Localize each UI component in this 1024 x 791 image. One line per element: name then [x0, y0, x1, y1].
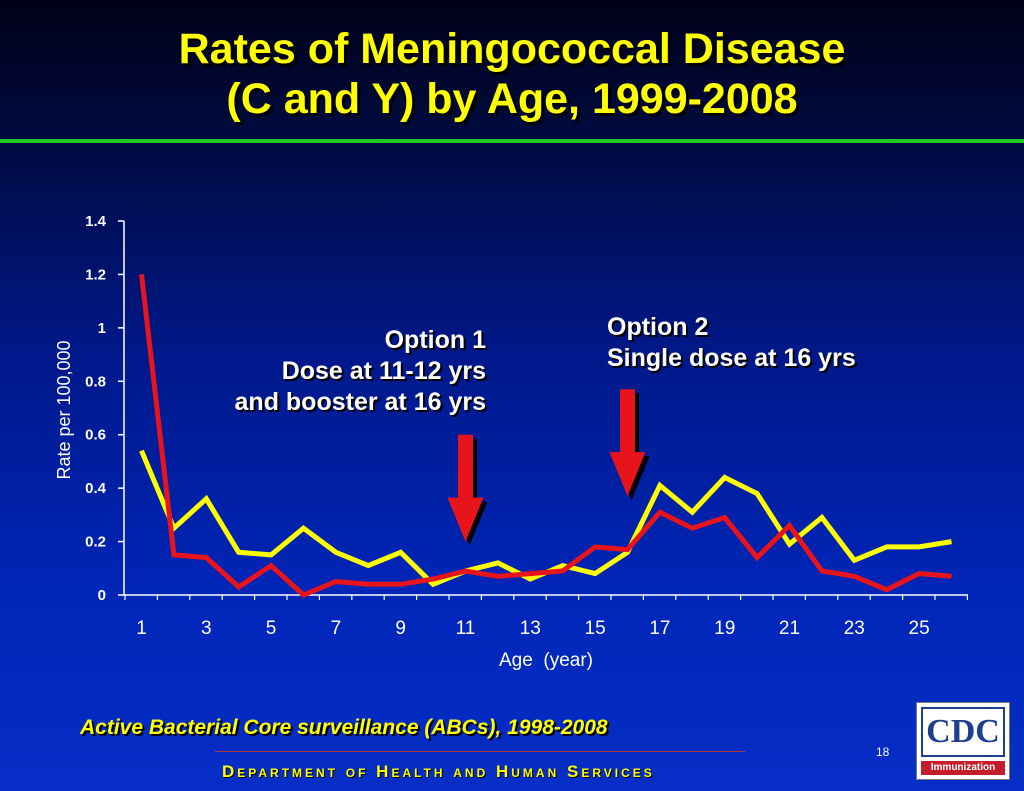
immunization-banner: Immunization — [921, 761, 1005, 775]
slide-title: Rates of Meningococcal Disease (C and Y)… — [0, 24, 1024, 124]
y-tick-label: 1.4 — [85, 213, 107, 230]
chart-axes — [118, 220, 969, 600]
annotation-arrows — [447, 389, 650, 546]
y-tick-label: 1.2 — [85, 266, 106, 283]
footer-rule — [215, 751, 745, 752]
source-note: Active Bacterial Core surveillance (ABCs… — [80, 716, 608, 739]
cdc-logo-text: CDC — [926, 713, 1000, 750]
x-tick-label: 17 — [649, 618, 670, 639]
y-tick-labels: 0 0.2 0.4 0.6 0.8 1 1.2 1.4 — [85, 213, 107, 604]
x-tick-labels: 1 3 5 7 9 11 13 15 17 19 21 23 25 — [136, 618, 929, 639]
y-tick-label: 0.6 — [85, 427, 106, 444]
y-tick-label: 0.2 — [85, 534, 106, 551]
x-tick-label: 21 — [779, 618, 800, 639]
x-tick-label: 15 — [585, 618, 606, 639]
option-1-annotation: Option 1 Dose at 11-12 yrs and booster a… — [235, 325, 486, 418]
y-axis-title: Rate per 100,000 — [54, 340, 74, 479]
department-name: Department of Health and Human Services — [222, 762, 655, 781]
option-2-annotation: Option 2 Single dose at 16 yrs — [607, 312, 856, 374]
option-2-detail: Single dose at 16 yrs — [607, 344, 856, 372]
title-divider — [0, 139, 1024, 143]
y-tick-label: 0.8 — [85, 373, 106, 390]
x-tick-label: 1 — [136, 618, 147, 639]
y-tick-label: 1 — [98, 320, 106, 337]
series-line-yellow — [139, 449, 952, 588]
page-number: 18 — [876, 745, 890, 759]
x-tick-label: 9 — [395, 618, 406, 639]
y-tick-label: 0.4 — [85, 480, 107, 497]
option-2-arrow — [609, 389, 646, 497]
x-tick-label: 3 — [201, 618, 212, 639]
x-tick-label: 11 — [456, 618, 476, 639]
option-2-heading: Option 2 — [607, 313, 709, 341]
x-axis-title: Age (year) — [499, 650, 593, 671]
cdc-logo-box: CDC — [921, 707, 1005, 757]
x-tick-label: 23 — [844, 618, 865, 639]
option-1-booster: and booster at 16 yrs — [234, 388, 486, 416]
x-tick-label: 7 — [331, 618, 342, 639]
x-tick-label: 19 — [714, 618, 735, 639]
option-1-detail: Dose at 11-12 yrs — [281, 357, 486, 385]
x-tick-label: 5 — [266, 618, 277, 639]
y-tick-label: 0 — [98, 587, 106, 604]
x-tick-label: 25 — [909, 618, 930, 639]
title-line-2: (C and Y) by Age, 1999-2008 — [226, 75, 798, 123]
cdc-logo: CDC Immunization — [916, 702, 1010, 780]
series-lines — [139, 274, 952, 598]
x-tick-label: 13 — [520, 618, 541, 639]
title-line-1: Rates of Meningococcal Disease — [178, 25, 846, 73]
series-line-red — [139, 274, 952, 598]
option-1-arrow — [447, 434, 484, 542]
option-1-heading: Option 1 — [384, 326, 486, 354]
